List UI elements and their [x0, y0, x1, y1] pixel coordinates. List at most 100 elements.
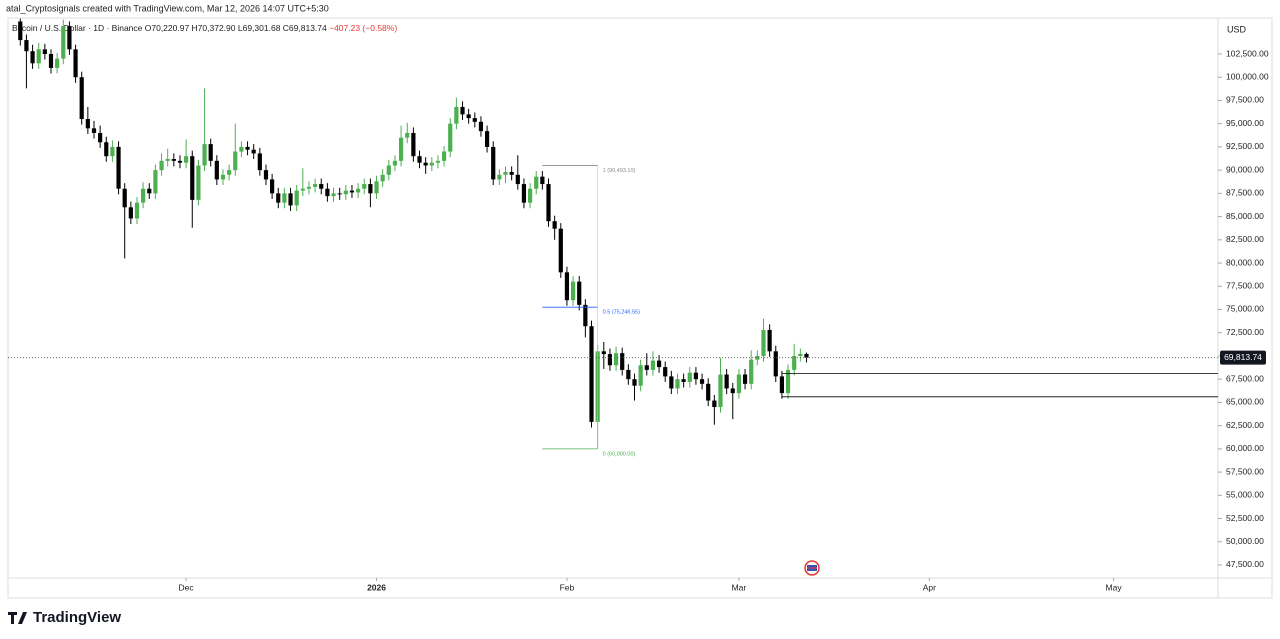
candle-body: [313, 184, 318, 187]
candle-body: [214, 160, 219, 180]
candle-body: [386, 165, 391, 175]
candle-body: [417, 156, 422, 163]
fib-label: 0 (60,000.00): [603, 451, 636, 457]
candle-body: [24, 40, 29, 52]
candle-body: [239, 146, 244, 152]
legend-ohlc: O70,220.97: [145, 23, 192, 33]
candle-body: [110, 146, 115, 157]
candle-body: [165, 158, 170, 161]
candle-body: [448, 123, 453, 152]
x-tick-label: Dec: [179, 582, 195, 592]
candle-body: [300, 188, 305, 191]
candle-body: [331, 193, 336, 197]
candle-body: [55, 58, 60, 68]
y-tick-label: 67,500.00: [1226, 373, 1264, 383]
y-tick-label: 92,500.00: [1226, 141, 1264, 151]
candle-body: [245, 146, 250, 150]
flag-icon: [804, 560, 820, 576]
candle-body: [288, 193, 293, 206]
candle-body: [620, 353, 625, 370]
y-tick-label: 95,000.00: [1226, 118, 1264, 128]
currency: USD: [1227, 24, 1247, 34]
candle-body: [104, 142, 109, 157]
candle-body: [681, 379, 686, 382]
candle-body: [798, 353, 803, 356]
candle-body: [337, 193, 342, 195]
candle-body: [116, 146, 121, 189]
candle-body: [712, 400, 717, 408]
candle-body: [159, 160, 164, 171]
y-tick-label: 55,000.00: [1226, 490, 1264, 500]
candle-body: [478, 121, 484, 132]
candle-body: [669, 376, 674, 389]
candle-body: [171, 158, 176, 161]
candle-body: [343, 190, 348, 195]
y-tick-label: 90,000.00: [1226, 164, 1264, 174]
candle-body: [73, 49, 78, 78]
candle-body: [724, 374, 729, 389]
candle-body: [472, 118, 477, 122]
candle-body: [540, 176, 545, 185]
x-tick-label: May: [1106, 582, 1123, 592]
candle-body: [767, 329, 772, 352]
candle-body: [411, 132, 416, 157]
candle-body: [282, 193, 287, 203]
candle-body: [742, 374, 748, 384]
candle-body: [687, 372, 692, 382]
candle-body: [515, 174, 520, 185]
candle-body: [509, 171, 514, 175]
candle-body: [435, 160, 441, 163]
candle-body: [441, 151, 447, 161]
candle-body: [36, 49, 41, 64]
candle-body: [693, 372, 699, 380]
candle-body: [779, 376, 785, 394]
candle-body: [699, 379, 705, 384]
candle-body: [184, 156, 189, 163]
candle-body: [251, 149, 256, 154]
candle-body: [706, 383, 711, 401]
candle-body: [220, 174, 226, 180]
y-tick-label: 57,500.00: [1226, 466, 1264, 476]
candle-body: [306, 186, 312, 189]
candle-body: [466, 114, 471, 119]
candle-body: [356, 188, 361, 193]
candle-body: [749, 359, 754, 384]
candle-body: [196, 165, 201, 200]
last-price-box: [1220, 350, 1266, 365]
candle-body: [785, 369, 791, 394]
candle-body: [546, 184, 551, 222]
candle-body: [208, 144, 213, 161]
candle-body: [276, 193, 281, 203]
candle-body: [761, 329, 766, 356]
candle-body: [718, 374, 723, 408]
logo: TradingView: [8, 609, 121, 626]
candle-body: [558, 228, 563, 273]
y-tick-label: 85,000.00: [1226, 211, 1264, 221]
candle-body: [534, 176, 539, 189]
y-tick-label: 82,500.00: [1226, 234, 1264, 244]
legend-ohlc: C69,813.74: [283, 23, 329, 33]
candle-body: [362, 184, 367, 189]
candle-body: [632, 379, 637, 386]
candle-body: [527, 188, 533, 203]
x-tick-label: Mar: [732, 582, 747, 592]
candle-body: [460, 106, 465, 115]
candle-body: [773, 351, 778, 377]
candle-body: [552, 221, 557, 229]
candle-body: [570, 281, 576, 301]
x-tick-label: Apr: [923, 582, 936, 592]
candle-body: [392, 160, 398, 166]
y-tick-label: 47,500.00: [1226, 559, 1264, 569]
candle-body: [141, 188, 146, 203]
candle-body: [380, 174, 385, 182]
frame: [7, 17, 1273, 599]
candle-body: [91, 128, 97, 133]
candle-body: [177, 160, 183, 163]
candle-body: [18, 21, 23, 41]
candle-body: [227, 170, 232, 175]
candle-body: [398, 137, 404, 161]
candle-body: [270, 179, 275, 194]
candle-body: [607, 354, 613, 366]
y-tick-label: 75,000.00: [1226, 304, 1264, 314]
